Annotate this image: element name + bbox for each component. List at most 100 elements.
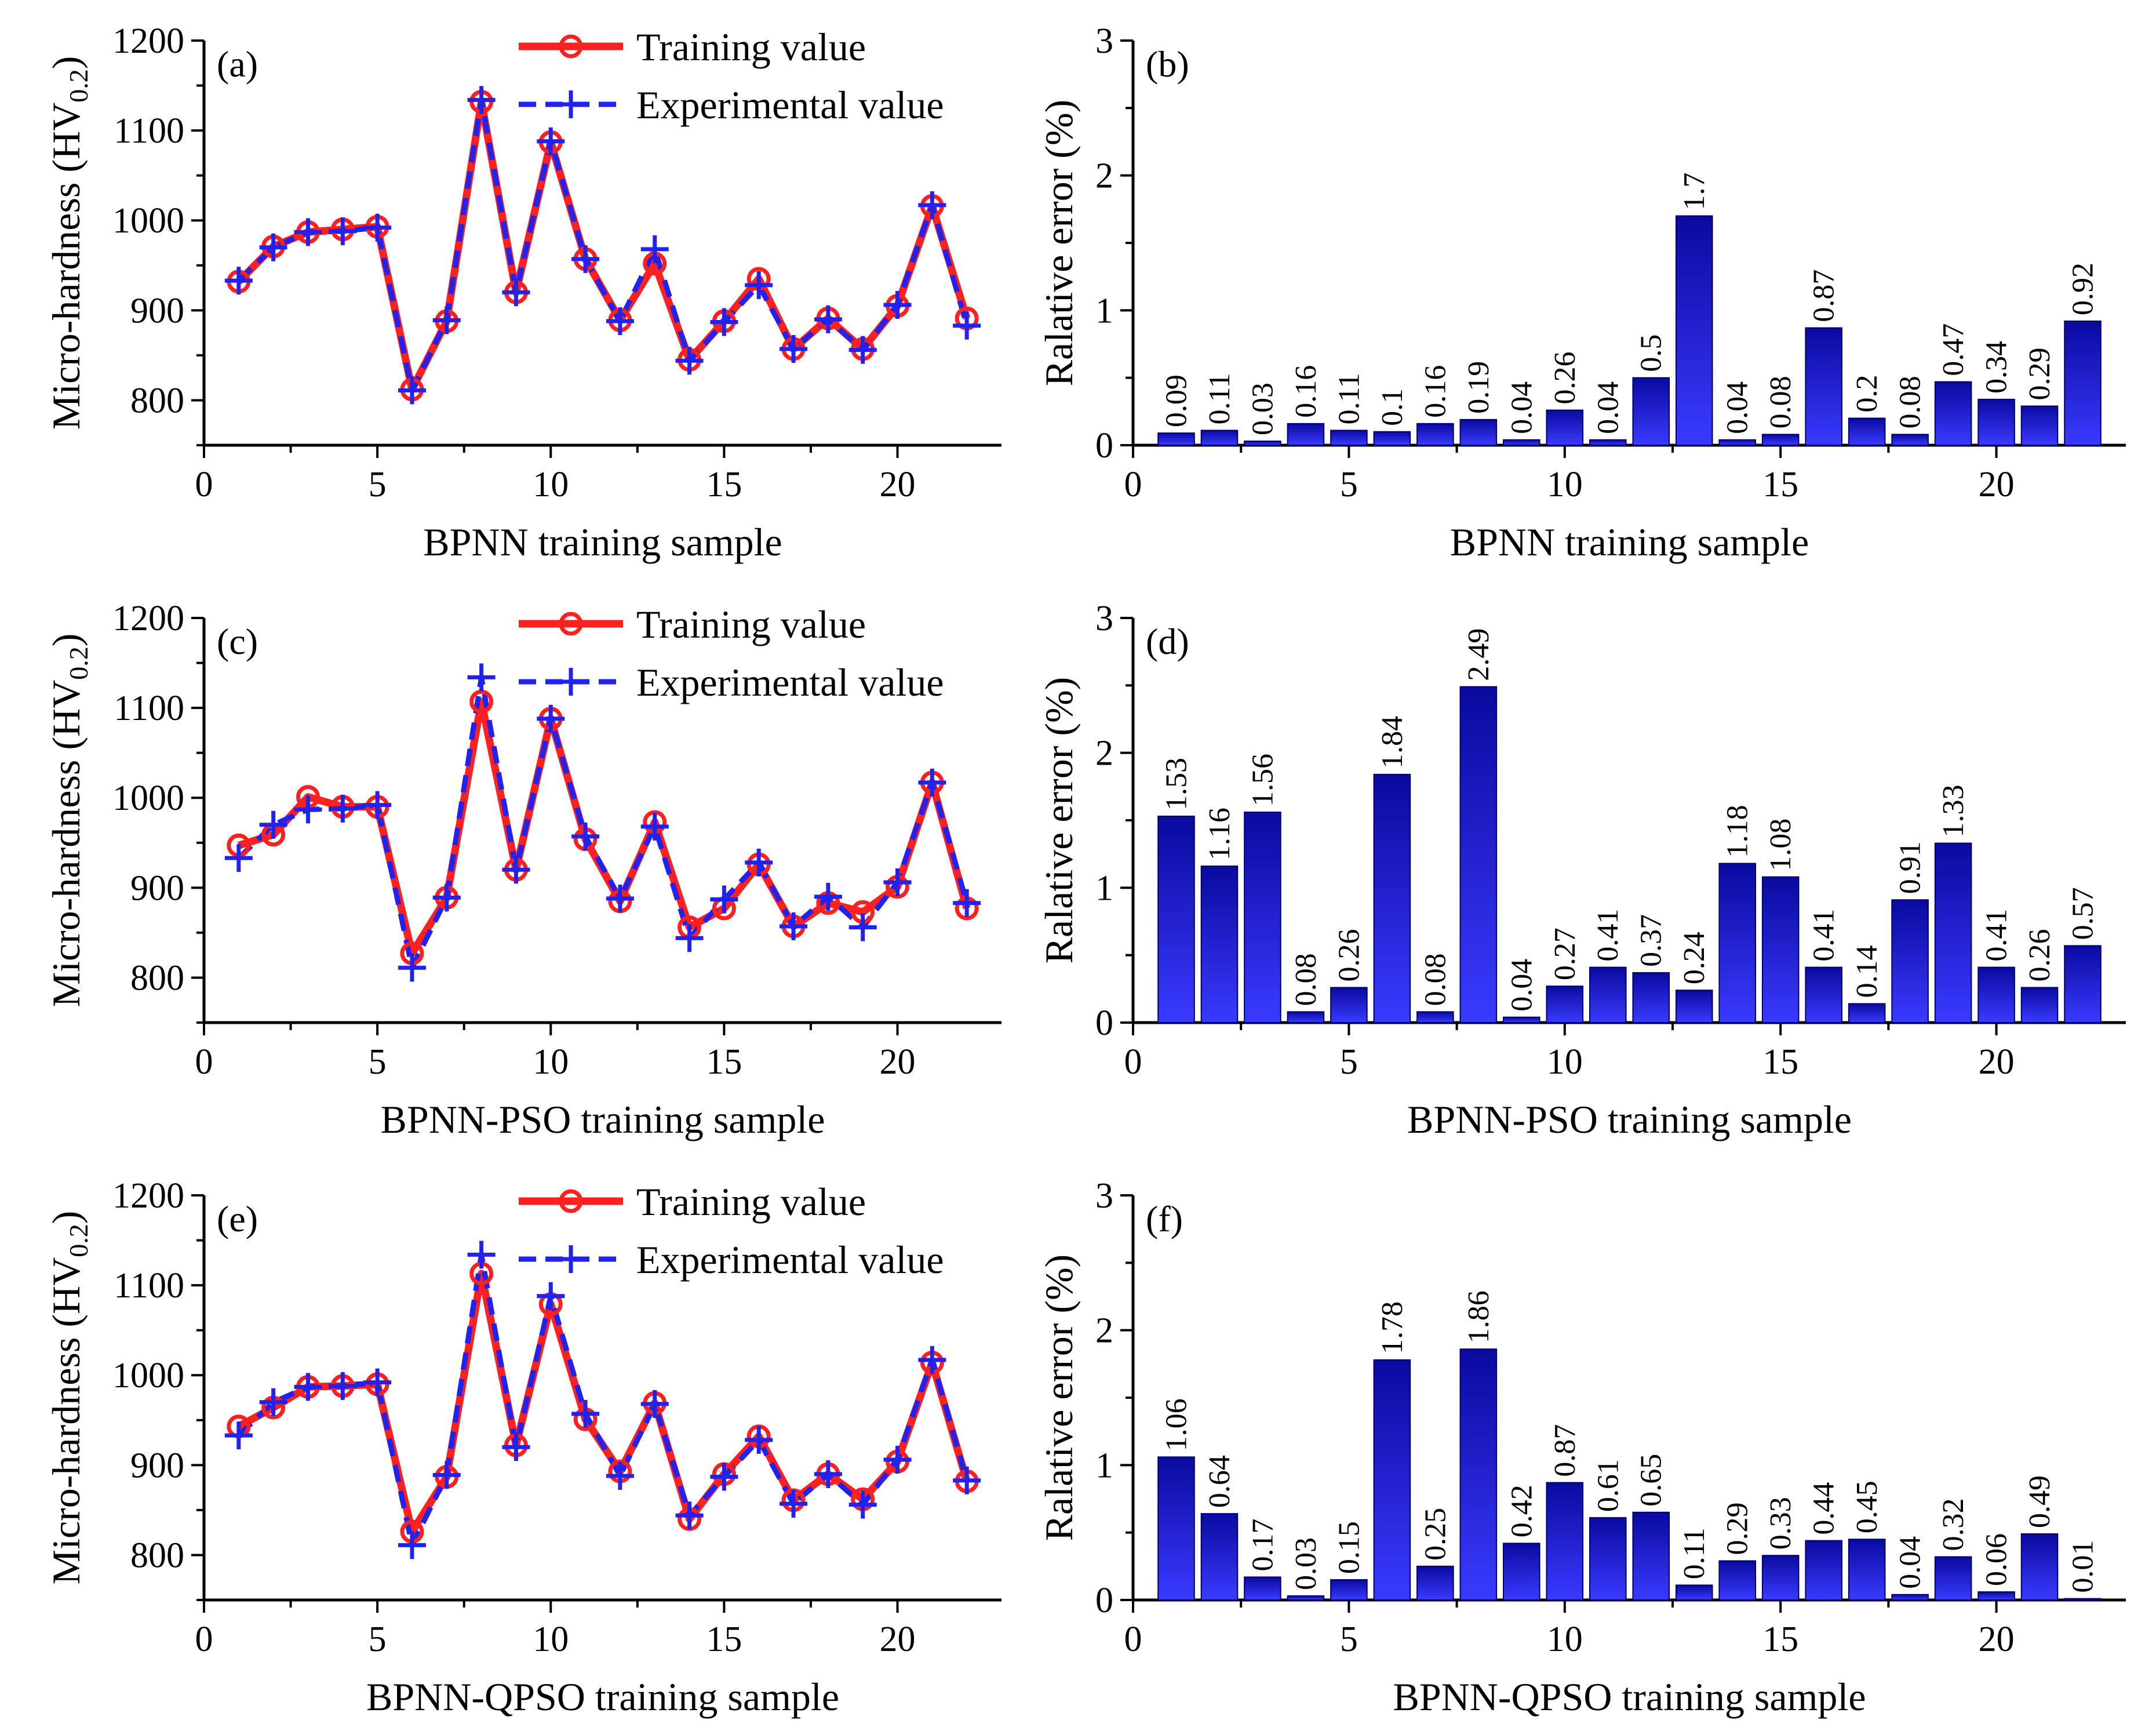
x-tick-label: 10 bbox=[1547, 1620, 1583, 1659]
legend-experimental-label: Experimental value bbox=[636, 1238, 944, 1282]
error-bar bbox=[1157, 816, 1195, 1024]
experimental-point bbox=[224, 1421, 253, 1450]
bar-value-label: 0.29 bbox=[1721, 1503, 1754, 1555]
bar-value-label: 0.49 bbox=[2023, 1475, 2056, 1528]
experimental-point bbox=[537, 1282, 565, 1310]
x-tick-label: 20 bbox=[1979, 465, 2015, 504]
y-axis-title: Ralative error (%) bbox=[1037, 677, 1081, 964]
legend-experimental-label: Experimental value bbox=[636, 83, 944, 127]
error-bar bbox=[2020, 987, 2059, 1024]
y-tick-label: 1000 bbox=[112, 779, 184, 818]
experimental-point bbox=[467, 1241, 496, 1269]
bar-value-label: 0.06 bbox=[1980, 1533, 2013, 1586]
bar-value-label: 0.44 bbox=[1808, 1482, 1841, 1535]
error-bar bbox=[1848, 1003, 1886, 1023]
error-bar bbox=[1546, 409, 1584, 446]
x-tick-label: 10 bbox=[1547, 465, 1583, 504]
experimental-point bbox=[571, 1399, 600, 1428]
error-bar bbox=[1934, 842, 1972, 1023]
x-tick-label: 0 bbox=[195, 1042, 213, 1082]
x-tick-label: 20 bbox=[1979, 1620, 2015, 1659]
panel-b: 0 5 10 15 20 0 1 2 3 BPNN training sample (b) Ralat… bbox=[1037, 21, 2126, 564]
y-tick-label: 1 bbox=[1095, 868, 1113, 908]
error-bar bbox=[2020, 405, 2059, 446]
error-bar bbox=[1416, 423, 1454, 446]
experimental-point bbox=[502, 856, 530, 884]
experimental-point bbox=[363, 213, 392, 242]
error-bar bbox=[1287, 1011, 1325, 1024]
bar-value-label: 0.16 bbox=[1419, 365, 1452, 418]
error-bar bbox=[1718, 1560, 1756, 1601]
y-tick-label: 1100 bbox=[114, 689, 184, 728]
error-bar bbox=[1977, 966, 2015, 1024]
y-tick-label: 1 bbox=[1095, 291, 1113, 330]
x-tick-label: 15 bbox=[1762, 1620, 1798, 1659]
bar-value-label: 1.08 bbox=[1764, 819, 1797, 871]
error-bar bbox=[1157, 432, 1195, 446]
bar-value-label: 0.04 bbox=[1894, 1536, 1927, 1589]
experimental-line bbox=[236, 1252, 970, 1548]
experimental-point bbox=[675, 347, 704, 375]
bar-value-label: 1.33 bbox=[1937, 785, 1970, 838]
legend-training-swatch-marker bbox=[559, 34, 583, 59]
error-bar bbox=[2064, 320, 2102, 446]
y-axis-title-end: ) bbox=[44, 1211, 88, 1224]
experimental-point bbox=[537, 127, 565, 155]
error-bar bbox=[1891, 899, 1929, 1023]
bar-value-label: 0.17 bbox=[1246, 1518, 1279, 1571]
bar-value-label: 0.33 bbox=[1764, 1497, 1797, 1550]
x-tick-label: 15 bbox=[1762, 465, 1798, 504]
experimental-point bbox=[710, 1463, 738, 1491]
y-tick-label: 1000 bbox=[112, 1356, 184, 1395]
experimental-point bbox=[814, 1460, 842, 1488]
y-axis-title: Ralative error (%) bbox=[1037, 1254, 1081, 1541]
error-bar bbox=[1675, 990, 1713, 1024]
bar-value-label: 1.16 bbox=[1203, 808, 1236, 860]
error-bar bbox=[1934, 381, 1972, 446]
x-tick-label: 5 bbox=[369, 1620, 387, 1659]
y-tick-label: 1100 bbox=[114, 111, 184, 151]
y-axis-title-main: Micro-hardness (HV bbox=[44, 680, 88, 1008]
error-bar bbox=[2020, 1533, 2059, 1601]
panel-label: (a) bbox=[217, 43, 258, 85]
experimental-point bbox=[710, 308, 738, 336]
experimental-point bbox=[363, 791, 392, 819]
y-axis-title-sub: 0.2 bbox=[64, 646, 93, 680]
experimental-point bbox=[640, 235, 669, 263]
error-bar bbox=[1891, 434, 1929, 446]
experimental-point bbox=[259, 810, 287, 839]
panel-label: (b) bbox=[1146, 43, 1189, 85]
legend-training-label: Training value bbox=[636, 602, 866, 646]
experimental-point bbox=[294, 795, 322, 824]
bar-value-label: 0.09 bbox=[1160, 374, 1193, 427]
y-axis-title: Micro-hardness (HV0.2) bbox=[44, 1211, 93, 1585]
experimental-point bbox=[432, 306, 461, 334]
x-tick-label: 10 bbox=[533, 465, 569, 504]
error-bar bbox=[1761, 1555, 1800, 1601]
experimental-point bbox=[502, 278, 530, 307]
x-tick-label: 15 bbox=[706, 1620, 742, 1659]
bar-value-label: 0.04 bbox=[1591, 381, 1625, 434]
experimental-point bbox=[640, 812, 669, 841]
bar-value-label: 0.08 bbox=[1290, 953, 1323, 1006]
experimental-point bbox=[259, 1388, 287, 1416]
x-tick-label: 10 bbox=[533, 1042, 569, 1082]
bar-value-label: 0.1 bbox=[1376, 388, 1409, 426]
error-bar bbox=[1416, 1011, 1454, 1024]
bar-value-label: 0.87 bbox=[1808, 270, 1841, 322]
experimental-line bbox=[236, 97, 970, 393]
experimental-point bbox=[710, 885, 738, 914]
experimental-point bbox=[432, 883, 461, 912]
error-bar bbox=[1848, 417, 1886, 446]
experimental-point bbox=[848, 913, 877, 941]
y-axis-title-main: Micro-hardness (HV bbox=[44, 103, 88, 430]
panel-c: 0 5 10 15 20 800 900 1000 1100 1200 BPNN-PSO train… bbox=[44, 599, 1001, 1141]
error-bar bbox=[1287, 423, 1325, 446]
bar-value-label: 1.06 bbox=[1160, 1398, 1193, 1451]
bar-value-label: 0.03 bbox=[1246, 383, 1279, 435]
error-bar bbox=[1589, 966, 1627, 1024]
experimental-point bbox=[606, 307, 634, 335]
experimental-point bbox=[675, 1501, 704, 1530]
bar-value-label: 0.91 bbox=[1894, 841, 1927, 894]
